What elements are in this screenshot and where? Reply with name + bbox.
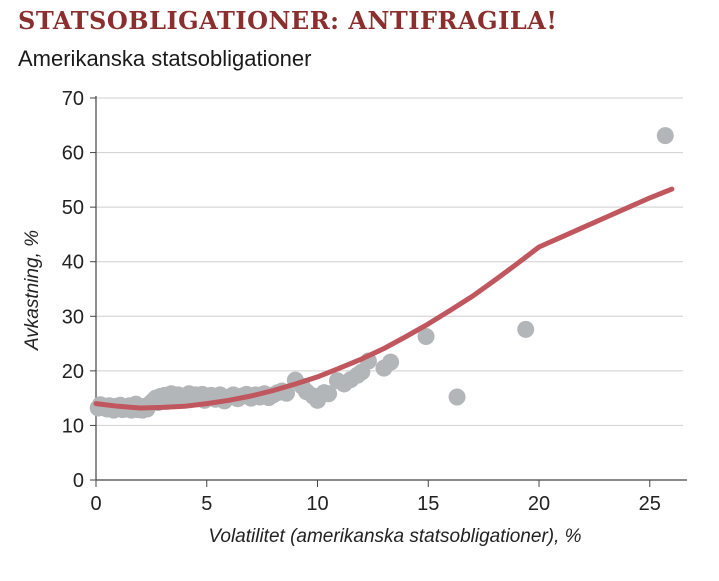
x-tick-label: 5 xyxy=(201,493,212,515)
data-point xyxy=(417,327,435,345)
data-point xyxy=(517,320,535,338)
y-tick-label: 50 xyxy=(62,197,84,219)
data-point xyxy=(448,388,466,406)
y-tick-label: 20 xyxy=(62,361,84,383)
x-tick-label: 10 xyxy=(306,493,328,515)
data-points xyxy=(89,127,674,419)
data-point xyxy=(320,385,338,403)
x-tick-label: 20 xyxy=(528,493,550,515)
fit-curve xyxy=(93,186,675,411)
y-tick-label: 40 xyxy=(62,252,84,274)
y-tick-label: 60 xyxy=(62,143,84,165)
y-tick-label: 30 xyxy=(62,306,84,328)
x-tick-label: 25 xyxy=(639,493,661,515)
x-tick-label: 0 xyxy=(90,493,101,515)
x-tick-label: 15 xyxy=(417,493,439,515)
y-tick-label: 10 xyxy=(62,415,84,437)
data-point xyxy=(656,127,674,145)
grid-lines xyxy=(96,97,683,426)
chart-subtitle: Amerikanska statsobligationer xyxy=(18,46,312,71)
y-tick-label: 70 xyxy=(62,88,84,110)
chart-title: STATSOBLIGATIONER: ANTIFRAGILA! xyxy=(18,6,558,35)
fit-curve-layer xyxy=(93,186,675,411)
tick-labels: 0 10 20 30 40 50 60 70 0 5 10 15 20 25 xyxy=(62,88,661,515)
x-axis-label: Volatilitet (amerikanska statsobligation… xyxy=(208,526,581,547)
data-point xyxy=(382,353,400,371)
y-axis-label: Avkastning, % xyxy=(22,230,43,351)
y-tick-label: 0 xyxy=(73,470,84,492)
axes xyxy=(90,96,687,487)
